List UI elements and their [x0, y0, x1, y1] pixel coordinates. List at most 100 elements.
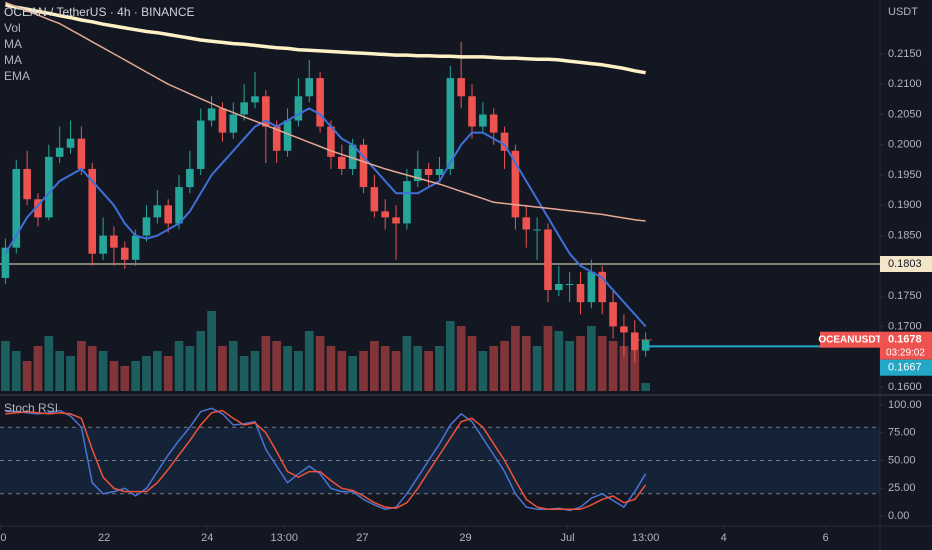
- candle-body: [45, 156, 53, 218]
- volume-bar: [630, 351, 640, 391]
- volume-bar: [413, 346, 423, 391]
- candle-body: [131, 235, 140, 260]
- volume-bar: [304, 331, 314, 391]
- candle-body: [34, 199, 42, 218]
- volume-bar: [120, 366, 130, 391]
- volume-bar: [565, 341, 575, 391]
- candle-body: [305, 78, 314, 97]
- candle-body: [479, 114, 487, 127]
- candle-body: [120, 247, 129, 260]
- volume-bar: [87, 346, 97, 391]
- last-price-box: [820, 331, 880, 348]
- candle-body: [272, 126, 281, 151]
- candle-body: [630, 332, 639, 351]
- y-tick-label: 75.00: [888, 427, 916, 439]
- volume-bar: [467, 336, 477, 391]
- candle-body: [370, 187, 379, 212]
- legend-entry: EMA: [4, 69, 30, 83]
- candle-body: [153, 205, 162, 218]
- candle-body: [294, 96, 303, 121]
- countdown-label: 03:29:02: [886, 347, 925, 358]
- candle-body: [587, 271, 596, 303]
- y-axis-unit: USDT: [888, 6, 918, 18]
- volume-bar: [131, 361, 140, 391]
- overlay: 0.2150 0.2100 0.2050 0.2000 0.1950 0.1900 0.18…: [0, 5, 932, 544]
- volume-bar: [456, 326, 466, 391]
- indicator-line: [5, 3, 646, 75]
- y-tick-label: 0.1750: [888, 290, 922, 302]
- y-tick-label: 50.00: [888, 454, 916, 466]
- x-tick-label: 20: [0, 532, 7, 544]
- stoch-pane: [0, 404, 884, 517]
- candle-body: [316, 78, 324, 127]
- volume-bar: [33, 346, 43, 391]
- candle-body: [23, 168, 31, 200]
- volume-bar: [196, 331, 206, 391]
- candle-body: [1, 247, 10, 278]
- volume-bar: [239, 356, 249, 391]
- volume-bar: [608, 341, 618, 391]
- y-tick-label: 0.1900: [888, 199, 922, 211]
- candle-body: [500, 132, 509, 151]
- volume-bar: [22, 361, 32, 391]
- volume-bar: [478, 351, 488, 391]
- candle-body: [413, 168, 422, 182]
- volume-bar: [261, 336, 271, 391]
- volume-bar: [511, 326, 520, 391]
- x-tick-label: 13:00: [632, 532, 660, 544]
- candle-body: [620, 326, 628, 333]
- volume-bar: [98, 351, 108, 391]
- candle-body: [424, 168, 433, 176]
- candle-body: [511, 150, 520, 218]
- symbol-label: OCEANUSDT: [818, 334, 881, 345]
- y-tick-label: 0.2100: [888, 78, 922, 90]
- volume-bar: [315, 336, 325, 391]
- price-pane: [0, 1, 884, 391]
- y-tick-label: 0.00: [888, 510, 909, 522]
- legend-entry: MA: [4, 53, 22, 67]
- candle-body: [522, 217, 531, 230]
- volume-bar: [272, 341, 282, 391]
- candle-body: [533, 229, 541, 231]
- volume-bar: [641, 383, 650, 391]
- legend-entry: MA: [4, 37, 22, 51]
- legend-entry: Vol: [4, 21, 21, 35]
- x-tick-label: 13:00: [271, 532, 299, 544]
- candle-body: [555, 284, 563, 291]
- y-tick-label: 0.1600: [888, 381, 922, 393]
- y-tick-label: 0.1850: [888, 229, 922, 241]
- volume-bar: [424, 351, 433, 391]
- candle-body: [251, 96, 259, 103]
- x-tick-label: 4: [721, 532, 727, 544]
- candle-body: [66, 138, 75, 148]
- pane-title: Stoch RSI: [4, 401, 58, 415]
- marker-label: 0.1667: [888, 362, 922, 374]
- candle-body: [12, 168, 21, 248]
- candle-body: [283, 120, 292, 151]
- candle-body: [218, 108, 227, 133]
- volume-bar: [207, 311, 216, 391]
- y-tick-label: 0.1950: [888, 169, 922, 181]
- candle-body: [99, 235, 107, 254]
- volume-bar: [44, 336, 54, 391]
- candle-body: [598, 271, 607, 303]
- volume-bar: [152, 351, 162, 391]
- stoch-line: [5, 407, 647, 512]
- volume-bar: [348, 356, 357, 391]
- volume-bar: [532, 346, 542, 391]
- x-tick-label: 27: [356, 532, 368, 544]
- candle-body: [576, 284, 585, 303]
- volume-bar: [597, 336, 607, 391]
- volume-bar: [370, 341, 379, 391]
- candle-body: [392, 217, 400, 224]
- candle-body: [229, 114, 238, 133]
- volume-bar: [109, 361, 119, 391]
- last-price-axis-box: [880, 331, 932, 360]
- candle-body: [359, 144, 368, 188]
- candle-body: [77, 138, 86, 169]
- volume-bar: [337, 351, 347, 391]
- x-tick-label: 29: [459, 532, 471, 544]
- volume-bar: [163, 356, 173, 391]
- candle-body: [446, 78, 455, 169]
